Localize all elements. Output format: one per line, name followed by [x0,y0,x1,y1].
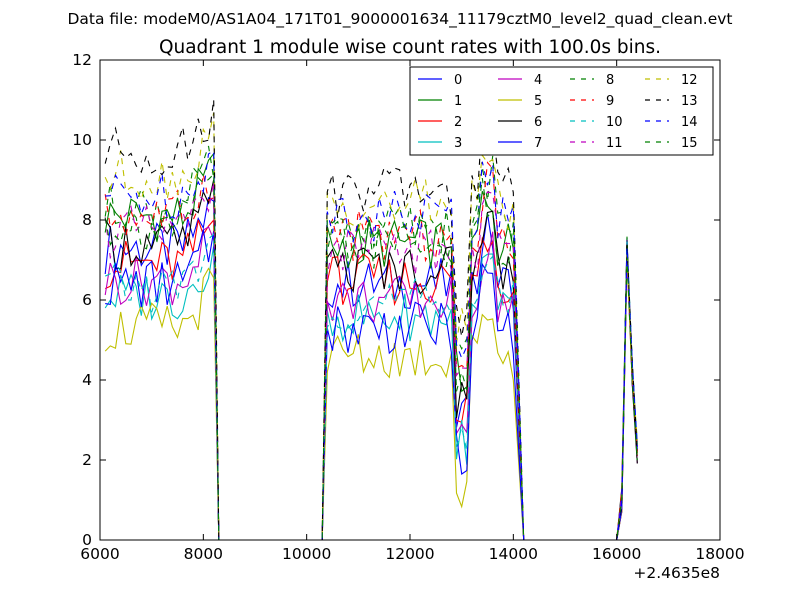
legend-label-1: 1 [454,94,462,109]
x-tick-label: 18000 [695,545,744,563]
series-line-11 [104,181,638,540]
series-line-6 [104,179,638,540]
x-offset-label: +2.4635e8 [633,564,720,582]
series-line-13 [104,99,638,540]
legend-label-15: 15 [681,136,698,151]
x-tick-label: 8000 [184,545,223,563]
y-tick-label: 8 [82,211,92,229]
legend-label-9: 9 [606,94,614,109]
series-lines [104,99,638,540]
legend-label-4: 4 [534,73,542,88]
chart-title: Quadrant 1 module wise count rates with … [159,37,661,58]
series-line-14 [105,149,638,540]
series-line-8 [104,145,638,540]
legend-label-7: 7 [534,136,542,151]
axes: 6000 8000 10000 12000 14000 16000 18000+2.4635… [72,51,744,582]
series-line-2 [104,218,638,540]
x-tick-label: 6000 [80,545,119,563]
legend-label-8: 8 [606,73,614,88]
y-tick-label: 12 [72,51,92,69]
y-tick-label: 0 [82,531,92,549]
series-line-3 [104,245,638,540]
series-line-4 [104,226,638,540]
plot-area [104,99,638,540]
series-line-7 [105,229,638,540]
y-tick-label: 4 [82,371,92,389]
x-tick-label: 12000 [385,545,434,563]
legend-label-11: 11 [606,136,623,151]
legend-label-10: 10 [606,115,623,130]
legend-label-3: 3 [454,136,462,151]
legend-label-0: 0 [454,73,462,88]
series-line-9 [104,161,638,540]
legend-label-14: 14 [681,115,698,130]
legend-label-2: 2 [454,115,462,130]
legend-label-12: 12 [681,73,698,88]
legend-label-5: 5 [534,94,542,109]
y-tick-label: 6 [82,291,92,309]
legend-label-6: 6 [534,115,542,130]
series-line-10 [104,232,638,540]
x-tick-label: 10000 [282,545,331,563]
series-line-5 [104,256,638,540]
y-tick-label: 2 [82,451,92,469]
series-line-12 [104,112,638,540]
legend-label-13: 13 [681,94,698,109]
x-tick-label: 16000 [592,545,641,563]
x-tick-label: 14000 [489,545,538,563]
legend-box [409,66,714,156]
figure-suptitle: Data file: modeM0/AS1A04_171T01_90000016… [67,10,732,29]
series-line-1 [104,152,638,540]
series-line-15 [104,172,638,540]
y-tick-label: 10 [72,131,92,149]
